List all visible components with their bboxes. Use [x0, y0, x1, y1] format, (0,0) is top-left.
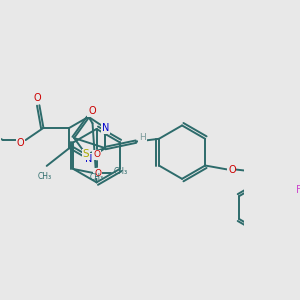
- Text: H: H: [139, 133, 146, 142]
- Text: O: O: [94, 169, 101, 178]
- Text: O: O: [17, 138, 25, 148]
- Text: N: N: [85, 154, 92, 164]
- Text: CH₃: CH₃: [38, 172, 52, 182]
- Text: CH₃: CH₃: [89, 172, 103, 182]
- Text: O: O: [93, 150, 100, 159]
- Text: O: O: [34, 93, 42, 103]
- Text: F: F: [296, 185, 300, 195]
- Text: N: N: [101, 123, 109, 133]
- Text: CH₃: CH₃: [114, 167, 128, 176]
- Text: O: O: [88, 106, 96, 116]
- Text: S: S: [83, 149, 89, 159]
- Text: O: O: [228, 164, 236, 175]
